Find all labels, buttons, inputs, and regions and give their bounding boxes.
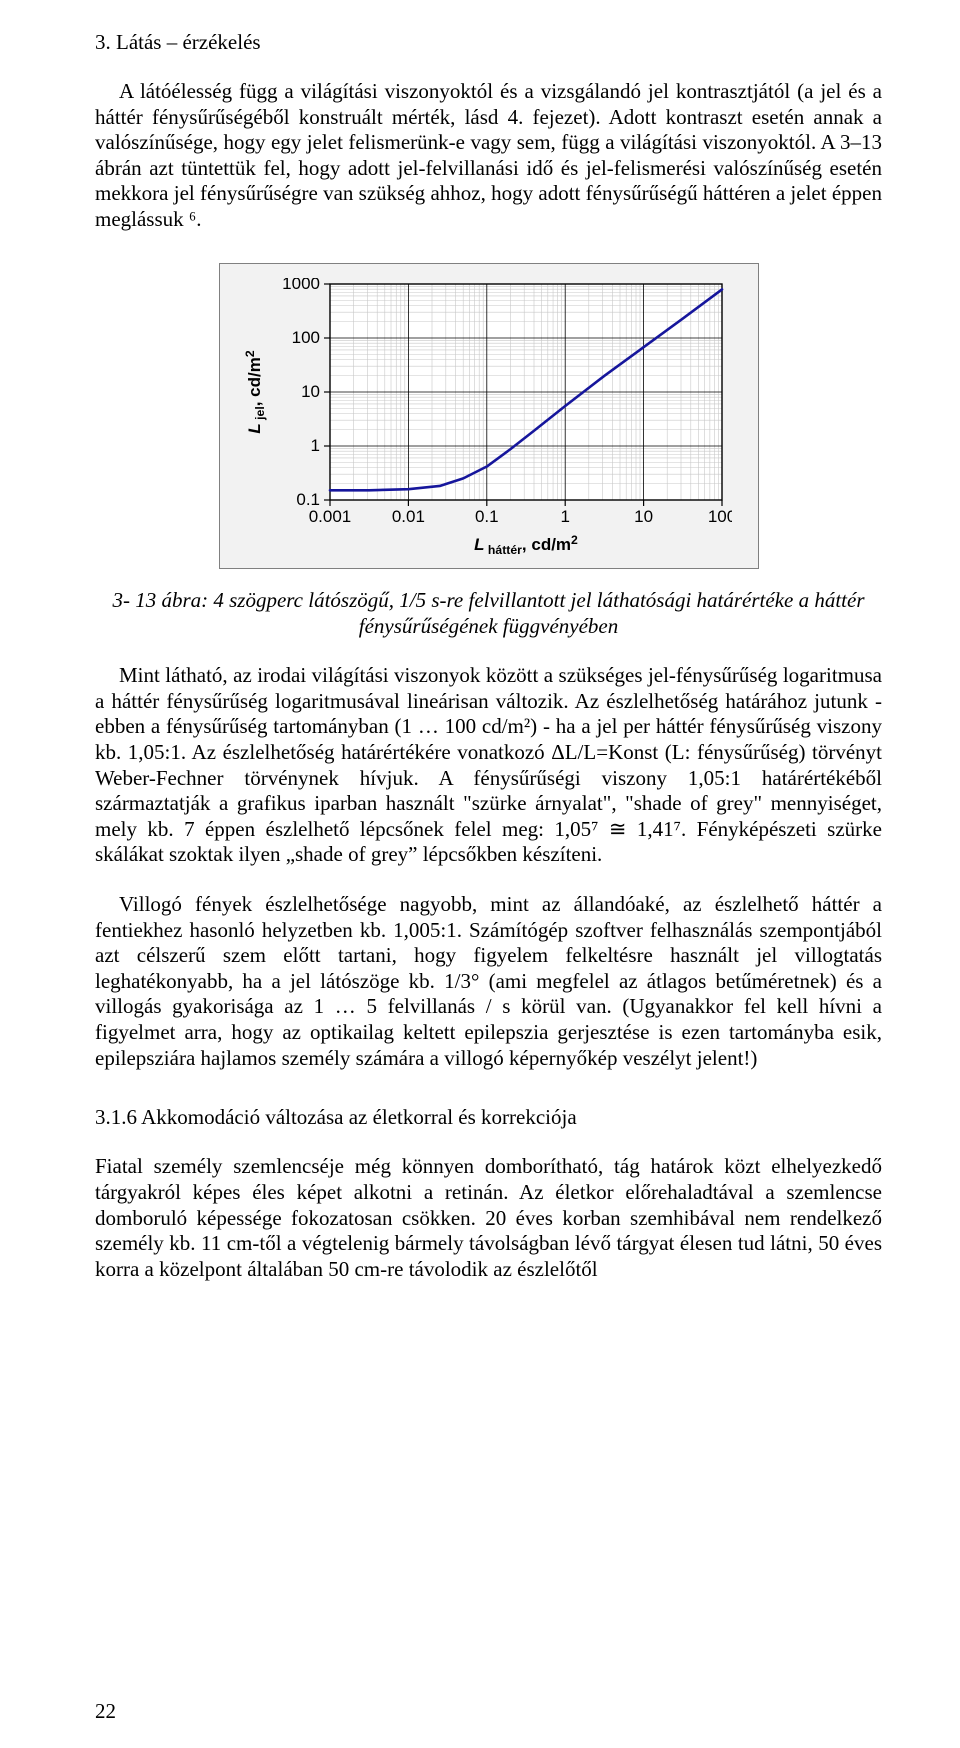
subheading: 3.1.6 Akkomodáció változása az életkorra…: [95, 1105, 882, 1130]
paragraph-3: Villogó fények észlelhetősége nagyobb, m…: [95, 892, 882, 1071]
page-number: 22: [95, 1699, 116, 1724]
svg-text:10: 10: [301, 382, 320, 401]
chart-svg: 0.111010010000.0010.010.1110100L jel, cd…: [242, 278, 732, 558]
chart-container: 0.111010010000.0010.010.1110100L jel, cd…: [219, 263, 759, 569]
page-header: 3. Látás – érzékelés: [95, 30, 882, 55]
paragraph-2: Mint látható, az irodai világítási viszo…: [95, 663, 882, 868]
svg-text:L háttér, cd/m2: L háttér, cd/m2: [474, 533, 578, 557]
svg-text:100: 100: [707, 507, 731, 526]
svg-text:1: 1: [560, 507, 569, 526]
svg-text:100: 100: [291, 328, 319, 347]
svg-text:0.1: 0.1: [474, 507, 498, 526]
paragraph-1: A látóélesség függ a világítási viszonyo…: [95, 79, 882, 233]
paragraph-4: Fiatal személy szemlencséje még könnyen …: [95, 1154, 882, 1282]
svg-text:1: 1: [310, 436, 319, 455]
svg-text:0.001: 0.001: [308, 507, 351, 526]
svg-text:1000: 1000: [282, 278, 320, 293]
svg-text:10: 10: [634, 507, 653, 526]
figure-caption: 3- 13 ábra: 4 szögperc látószögű, 1/5 s-…: [95, 587, 882, 640]
svg-text:0.01: 0.01: [391, 507, 424, 526]
svg-text:L jel, cd/m2: L jel, cd/m2: [243, 350, 267, 434]
